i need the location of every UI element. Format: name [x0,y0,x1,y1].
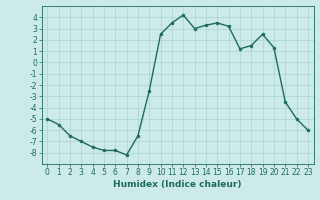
X-axis label: Humidex (Indice chaleur): Humidex (Indice chaleur) [113,180,242,189]
